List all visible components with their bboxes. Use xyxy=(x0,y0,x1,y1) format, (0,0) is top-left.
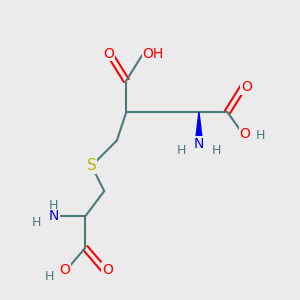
Text: N: N xyxy=(194,137,204,151)
Text: O: O xyxy=(241,80,252,94)
Text: H: H xyxy=(177,143,186,157)
Polygon shape xyxy=(195,112,203,144)
Text: O: O xyxy=(59,263,70,277)
Text: O: O xyxy=(102,263,113,277)
Text: H: H xyxy=(49,199,58,212)
Text: H: H xyxy=(212,143,221,157)
Text: O: O xyxy=(103,47,114,61)
Text: S: S xyxy=(87,158,97,173)
Text: OH: OH xyxy=(142,47,164,61)
Text: H: H xyxy=(44,270,54,283)
Text: N: N xyxy=(49,209,59,223)
Text: H: H xyxy=(256,129,265,142)
Text: H: H xyxy=(32,216,41,229)
Text: O: O xyxy=(239,127,250,141)
